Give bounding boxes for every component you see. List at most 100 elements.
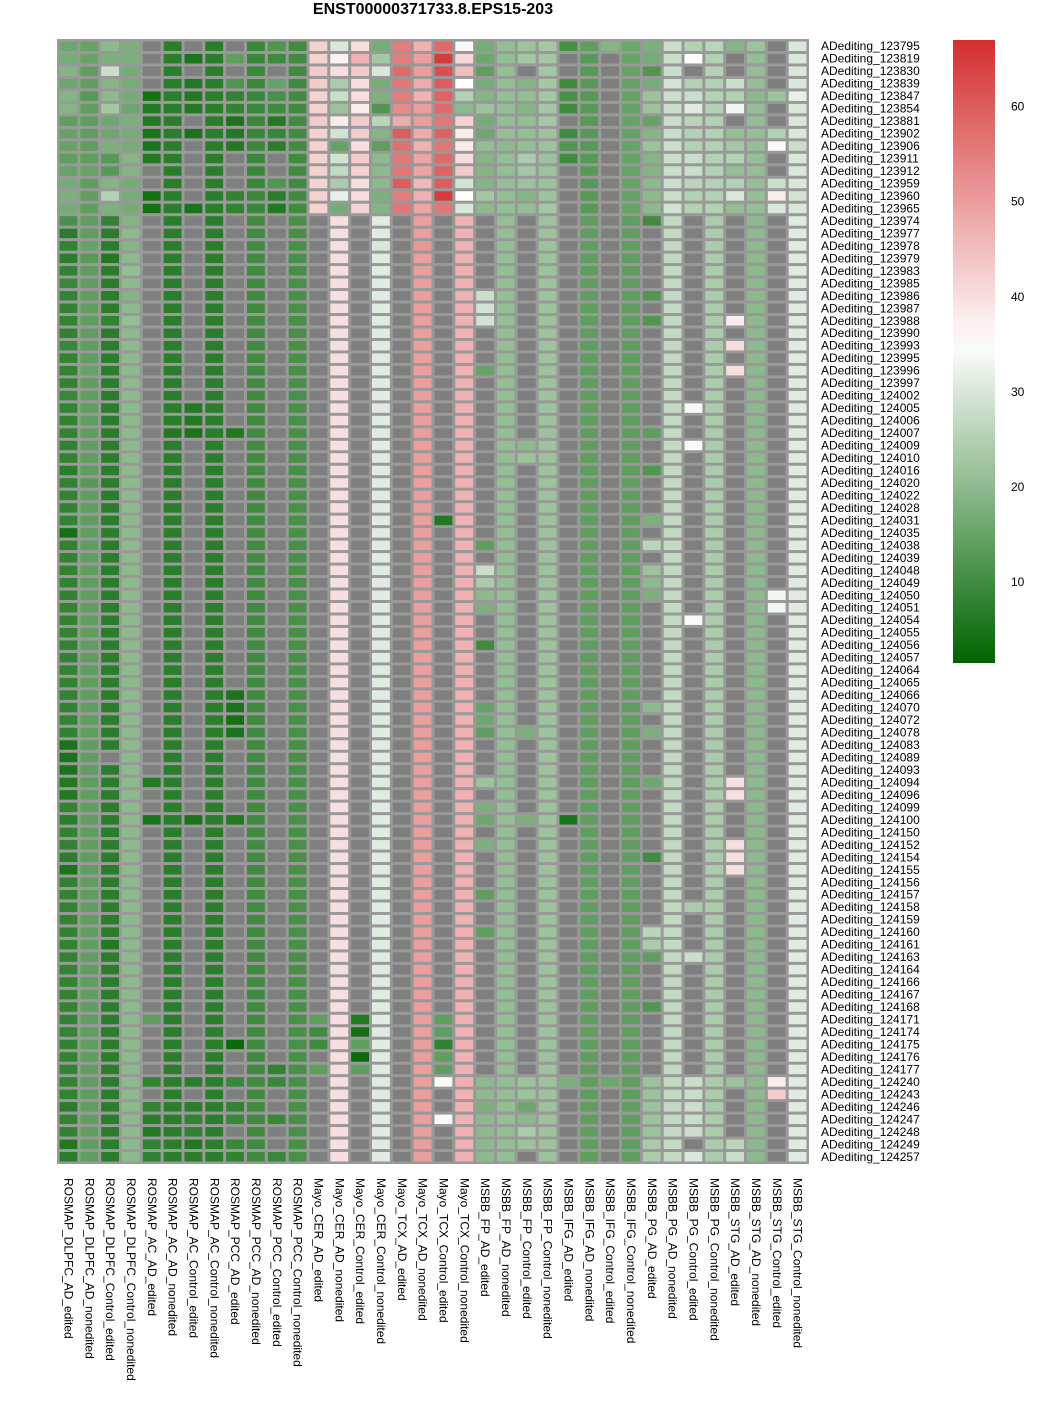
heatmap-cell bbox=[163, 203, 182, 214]
heatmap-cell bbox=[309, 478, 328, 488]
heatmap-cell bbox=[434, 815, 453, 825]
heatmap-cell bbox=[101, 914, 119, 925]
heatmap-cell bbox=[330, 478, 349, 488]
heatmap-cell bbox=[726, 1039, 744, 1050]
heatmap-cell bbox=[288, 415, 307, 426]
heatmap-cell bbox=[226, 116, 244, 126]
heatmap-cell bbox=[767, 1114, 786, 1125]
heatmap-cell bbox=[559, 66, 578, 76]
heatmap-cell bbox=[122, 203, 140, 214]
heatmap-cell bbox=[434, 228, 453, 239]
heatmap-cell bbox=[455, 790, 474, 800]
heatmap-cell bbox=[309, 440, 328, 451]
heatmap-cell bbox=[538, 702, 557, 713]
heatmap-cell bbox=[267, 840, 286, 850]
heatmap-cell bbox=[497, 403, 515, 413]
heatmap-cell bbox=[538, 877, 557, 887]
heatmap-cell bbox=[517, 590, 536, 600]
heatmap-cell bbox=[122, 1027, 140, 1037]
heatmap-cell bbox=[122, 727, 140, 738]
heatmap-cell bbox=[101, 266, 119, 276]
heatmap-cell bbox=[413, 78, 432, 89]
heatmap-cell bbox=[309, 78, 328, 89]
heatmap-cell bbox=[434, 278, 453, 289]
heatmap-cell bbox=[476, 740, 494, 750]
heatmap-cell bbox=[726, 790, 744, 800]
heatmap-cell bbox=[142, 627, 161, 638]
heatmap-cell bbox=[642, 278, 661, 289]
heatmap-cell bbox=[267, 241, 286, 251]
heatmap-cell bbox=[517, 578, 536, 588]
heatmap-cell bbox=[122, 777, 140, 788]
heatmap-cell bbox=[434, 740, 453, 750]
heatmap-cell bbox=[392, 328, 411, 338]
heatmap-cell bbox=[538, 740, 557, 750]
heatmap-cell bbox=[101, 415, 119, 426]
heatmap-cell bbox=[684, 1014, 703, 1025]
heatmap-cell bbox=[288, 914, 307, 925]
heatmap-cell bbox=[142, 553, 161, 563]
heatmap-cell bbox=[59, 902, 78, 912]
heatmap-cell bbox=[122, 1014, 140, 1025]
heatmap-cell bbox=[205, 815, 224, 825]
heatmap-cell bbox=[413, 328, 432, 338]
heatmap-cell bbox=[476, 989, 494, 1000]
heatmap-cell bbox=[163, 553, 182, 563]
heatmap-cell bbox=[663, 128, 682, 139]
heatmap-cell bbox=[434, 827, 453, 838]
heatmap-cell bbox=[142, 852, 161, 863]
heatmap-cell bbox=[747, 565, 765, 576]
heatmap-cell bbox=[476, 553, 494, 563]
heatmap-cell bbox=[351, 166, 369, 176]
heatmap-cell bbox=[288, 316, 307, 326]
heatmap-cell bbox=[372, 852, 390, 863]
heatmap-cell bbox=[351, 627, 369, 638]
heatmap-cell bbox=[747, 178, 765, 189]
heatmap-cell bbox=[267, 465, 286, 476]
heatmap-cell bbox=[601, 540, 619, 551]
heatmap-cell bbox=[330, 403, 349, 413]
heatmap-cell bbox=[455, 627, 474, 638]
heatmap-cell bbox=[267, 902, 286, 912]
heatmap-cell bbox=[247, 365, 265, 376]
heatmap-cell bbox=[392, 66, 411, 76]
heatmap-cell bbox=[288, 652, 307, 663]
heatmap-cell bbox=[622, 840, 640, 850]
heatmap-cell bbox=[413, 153, 432, 164]
heatmap-cell bbox=[247, 303, 265, 314]
heatmap-cell bbox=[59, 1139, 78, 1150]
heatmap-cell bbox=[226, 253, 244, 264]
heatmap-cell bbox=[184, 528, 203, 538]
heatmap-cell bbox=[184, 952, 203, 962]
heatmap-cell bbox=[726, 128, 744, 139]
heatmap-cell bbox=[580, 103, 599, 114]
heatmap-cell bbox=[642, 1077, 661, 1087]
heatmap-cell bbox=[767, 540, 786, 551]
heatmap-cell bbox=[538, 815, 557, 825]
heatmap-cell bbox=[309, 640, 328, 650]
heatmap-cell bbox=[309, 353, 328, 363]
heatmap-cell bbox=[330, 141, 349, 151]
heatmap-cell bbox=[267, 403, 286, 413]
heatmap-cell bbox=[455, 578, 474, 588]
heatmap-cell bbox=[184, 353, 203, 363]
row-label: ADediting_124152 bbox=[821, 838, 920, 852]
heatmap-cell bbox=[184, 840, 203, 850]
heatmap-cell bbox=[372, 316, 390, 326]
heatmap-cell bbox=[163, 540, 182, 551]
heatmap-cell bbox=[351, 465, 369, 476]
heatmap-cell bbox=[663, 752, 682, 763]
heatmap-cell bbox=[497, 266, 515, 276]
heatmap-cell bbox=[163, 590, 182, 600]
heatmap-cell bbox=[559, 652, 578, 663]
heatmap-cell bbox=[747, 652, 765, 663]
heatmap-cell bbox=[684, 865, 703, 875]
heatmap-cell bbox=[622, 103, 640, 114]
heatmap-cell bbox=[59, 328, 78, 338]
heatmap-cell bbox=[413, 1077, 432, 1087]
heatmap-cell bbox=[122, 927, 140, 937]
heatmap-cell bbox=[705, 303, 724, 314]
heatmap-cell bbox=[205, 964, 224, 975]
heatmap-cell bbox=[455, 390, 474, 401]
heatmap-cell bbox=[538, 952, 557, 962]
